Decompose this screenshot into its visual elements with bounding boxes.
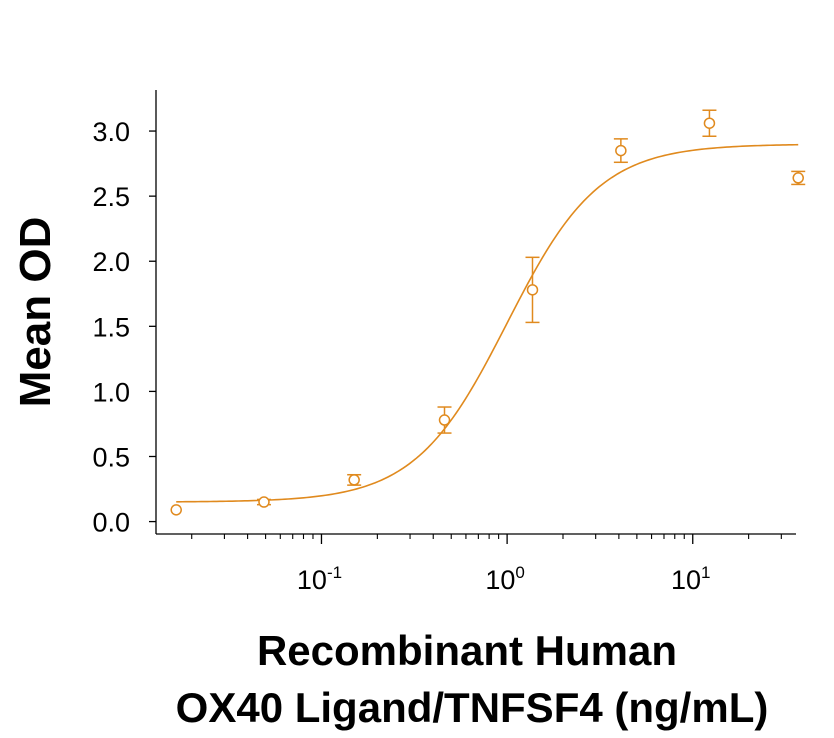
point-marker	[526, 284, 539, 296]
x-tick-label: 10-1	[297, 563, 342, 595]
x-axis-title-line2: OX40 Ligand/TNFSF4 (ng/mL)	[176, 684, 769, 731]
point-marker	[348, 474, 360, 486]
x-tick-label: 101	[671, 563, 711, 595]
point-marker	[615, 144, 627, 157]
y-tick-label: 3.0	[92, 117, 130, 147]
y-tick-label: 0.5	[92, 442, 130, 472]
point-marker	[438, 414, 451, 426]
data-point	[347, 473, 362, 486]
y-tick-label: 2.0	[92, 247, 130, 277]
data-point	[613, 138, 628, 164]
x-axis-title-line1: Recombinant Human	[257, 627, 677, 674]
data-point	[702, 109, 717, 138]
x-tick-label: 100	[485, 563, 525, 595]
data-point	[170, 504, 182, 516]
y-tick-label: 0.0	[92, 508, 130, 538]
ticks: 0.0 0.5 1.0 1.5 2.0 2.5 3.0 10-1 100 101	[92, 117, 782, 595]
point-marker	[703, 117, 716, 129]
y-tick-label: 2.5	[92, 182, 130, 212]
point-marker	[258, 496, 270, 508]
point-marker	[170, 504, 182, 516]
axes	[155, 90, 796, 535]
data-point	[437, 406, 452, 434]
y-axis-title: Mean OD	[11, 217, 60, 408]
y-tick-label: 1.0	[92, 377, 130, 407]
data-point	[791, 170, 806, 186]
data-point	[256, 496, 271, 508]
fit-curve	[176, 143, 799, 503]
data-point	[525, 256, 540, 324]
y-tick-label: 1.5	[92, 312, 130, 342]
point-marker	[792, 172, 804, 184]
data-points	[170, 109, 806, 516]
